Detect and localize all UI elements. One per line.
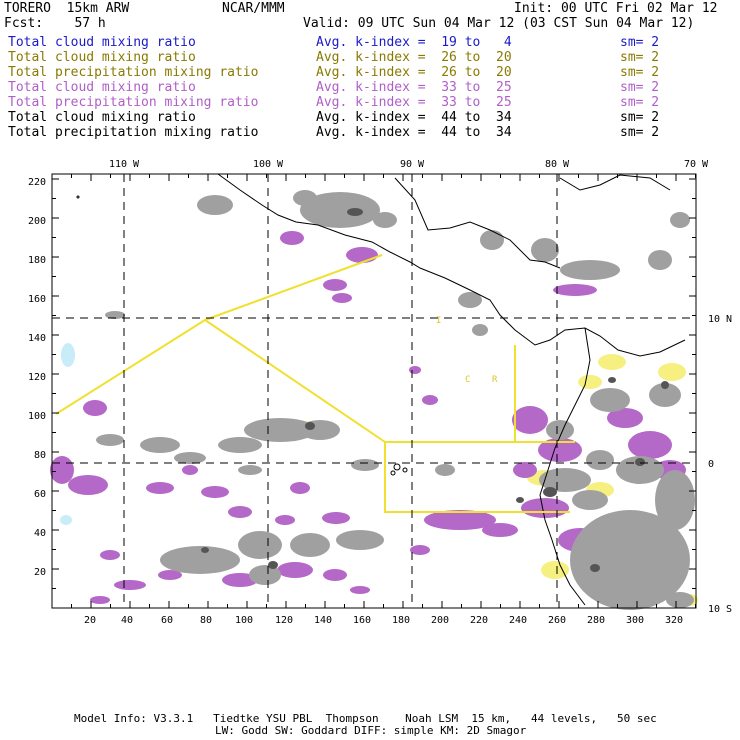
x-tick-label: 300 [626, 615, 644, 626]
legend-smoothing: sm= 2 [620, 80, 660, 95]
region-label: R [492, 375, 498, 385]
legend-kindex: Avg. k-index = 33 to 25 [316, 95, 512, 110]
region-label: I [436, 316, 441, 326]
legend-smoothing: sm= 2 [620, 65, 660, 80]
grid-lines [52, 174, 696, 608]
x-tick-label: 280 [587, 615, 605, 626]
legend-label: Total precipitation mixing ratio [8, 125, 259, 140]
longitude-label: 110 W [109, 159, 140, 170]
axis-ticks [51, 174, 696, 609]
region-label: C [465, 375, 470, 385]
longitude-label: 70 W [684, 159, 709, 170]
longitude-label: 90 W [400, 159, 425, 170]
low-kindex-shading [60, 343, 75, 525]
x-tick-label: 100 [235, 615, 253, 626]
latitude-label: 0 [708, 459, 714, 470]
organization-label: NCAR/MMM [222, 1, 285, 16]
x-tick-label: 60 [161, 615, 173, 626]
legend-label: Total cloud mixing ratio [8, 35, 196, 50]
legend-kindex: Avg. k-index = 26 to 20 [316, 65, 512, 80]
legend-smoothing: sm= 2 [620, 125, 660, 140]
legend-kindex: Avg. k-index = 26 to 20 [316, 50, 512, 65]
latitude-label: 10 N [708, 314, 732, 325]
legend-label: Total precipitation mixing ratio [8, 95, 259, 110]
x-tick-label: 220 [470, 615, 488, 626]
x-tick-label: 260 [548, 615, 566, 626]
x-tick-label: 320 [665, 615, 683, 626]
legend-label: Total cloud mixing ratio [8, 110, 196, 125]
y-tick-label: 80 [34, 450, 46, 461]
y-tick-label: 20 [34, 567, 46, 578]
x-tick-label: 80 [200, 615, 212, 626]
legend-kindex: Avg. k-index = 44 to 34 [316, 125, 512, 140]
x-tick-label: 20 [84, 615, 96, 626]
x-tick-label: 40 [121, 615, 133, 626]
x-tick-label: 120 [275, 615, 293, 626]
legend-label: Total cloud mixing ratio [8, 80, 196, 95]
y-tick-label: 140 [28, 333, 46, 344]
x-tick-label: 160 [353, 615, 371, 626]
forecast-hour: Fcst: 57 h [4, 16, 106, 31]
legend-smoothing: sm= 2 [620, 95, 660, 110]
legend-smoothing: sm= 2 [620, 110, 660, 125]
x-tick-label: 240 [509, 615, 527, 626]
legend-label: Total cloud mixing ratio [8, 50, 196, 65]
x-tick-label: 140 [314, 615, 332, 626]
legend-kindex: Avg. k-index = 19 to 4 [316, 35, 512, 50]
legend-smoothing: sm= 2 [620, 50, 660, 65]
region-boundary [55, 254, 575, 513]
y-tick-label: 180 [28, 255, 46, 266]
y-tick-label: 160 [28, 294, 46, 305]
y-tick-label: 60 [34, 489, 46, 500]
legend-smoothing: sm= 2 [620, 35, 660, 50]
y-tick-label: 120 [28, 372, 46, 383]
map-frame [51, 173, 697, 609]
x-tick-label: 180 [392, 615, 410, 626]
init-time: Init: 00 UTC Fri 02 Mar 12 [514, 1, 718, 16]
y-tick-label: 200 [28, 216, 46, 227]
cloud-shading-dense [201, 208, 669, 572]
valid-time: Valid: 09 UTC Sun 04 Mar 12 (03 CST Sun … [303, 16, 695, 31]
latitude-label: 10 S [708, 604, 732, 615]
legend-kindex: Avg. k-index = 44 to 34 [316, 110, 512, 125]
longitude-label: 100 W [253, 159, 284, 170]
model-title: TORERO 15km ARW [4, 1, 130, 16]
model-info-footer: Model Info: V3.3.1 Tiedtke YSU PBL Thomp… [74, 712, 657, 725]
y-tick-label: 40 [34, 528, 46, 539]
y-tick-label: 220 [28, 177, 46, 188]
coastline [76, 173, 686, 606]
longitude-label: 80 W [545, 159, 570, 170]
x-tick-label: 200 [431, 615, 449, 626]
legend-label: Total precipitation mixing ratio [8, 65, 259, 80]
y-tick-label: 100 [28, 411, 46, 422]
physics-info-footer: LW: Godd SW: Goddard DIFF: simple KM: 2D… [215, 724, 527, 737]
legend-kindex: Avg. k-index = 33 to 25 [316, 80, 512, 95]
cloud-shading [96, 190, 695, 610]
